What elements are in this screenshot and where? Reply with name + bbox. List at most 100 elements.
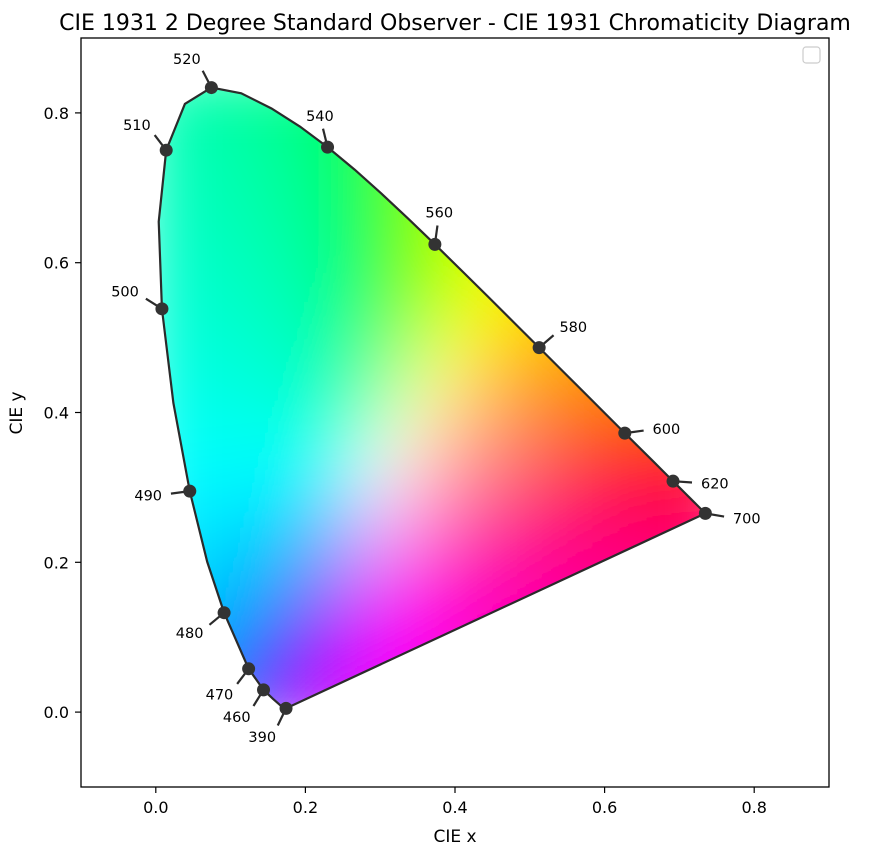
color-cell: [141, 413, 157, 429]
color-cell: [604, 682, 621, 698]
color-cell: [529, 367, 546, 384]
color-cell: [709, 233, 725, 249]
color-cell: [215, 472, 232, 489]
color-cell: [158, 682, 172, 698]
color-cell: [619, 87, 636, 99]
color-cell: [215, 382, 232, 399]
color-cell: [440, 68, 456, 84]
color-cell: [559, 607, 576, 624]
color-cell: [335, 127, 352, 144]
color-cell: [544, 172, 561, 189]
color-cell: [559, 547, 576, 564]
color-cell: [529, 277, 546, 294]
color-cell: [425, 457, 441, 474]
color-cell: [679, 592, 696, 609]
color-cell: [499, 562, 516, 579]
color-cell: [350, 157, 367, 174]
color-cell: [335, 622, 352, 638]
color-cell: [185, 232, 202, 249]
color-cell: [514, 247, 531, 264]
color-cell: [141, 562, 157, 578]
color-cell: [141, 248, 157, 264]
color-cell: [604, 142, 621, 159]
color-cell: [200, 517, 217, 534]
color-cell: [649, 232, 666, 249]
color-cell: [425, 487, 441, 504]
color-cell: [455, 637, 471, 653]
color-cell: [320, 232, 337, 249]
color-cell: [529, 637, 546, 653]
color-cell: [499, 532, 516, 549]
color-cell: [425, 532, 441, 549]
color-cell: [170, 682, 187, 698]
color-cell: [544, 562, 561, 579]
color-cell: [589, 112, 606, 129]
color-cell: [589, 427, 606, 444]
color-cell: [425, 262, 441, 279]
color-cell: [410, 367, 426, 384]
color-cell: [158, 187, 172, 204]
color-cell: [158, 87, 172, 99]
color-cell: [499, 292, 516, 309]
color-cell: [724, 562, 740, 578]
color-cell: [200, 97, 217, 114]
color-cell: [200, 367, 217, 384]
color-cell: [350, 592, 367, 609]
color-cell: [425, 382, 441, 399]
color-cell: [469, 337, 486, 354]
color-cell: [514, 547, 531, 564]
color-cell: [395, 622, 411, 638]
color-cell: [410, 562, 426, 579]
color-cell: [664, 457, 681, 474]
wavelength-label-600: 600: [653, 422, 681, 438]
color-cell: [649, 367, 666, 384]
color-cell: [634, 97, 651, 114]
color-cell: [335, 337, 352, 354]
legend-box[interactable]: [802, 46, 821, 64]
color-cell: [529, 232, 546, 249]
color-cell: [185, 562, 202, 579]
color-cell: [380, 112, 396, 129]
color-cell: [514, 517, 531, 534]
color-cell: [559, 247, 576, 264]
color-cell: [320, 277, 337, 294]
color-cell: [215, 142, 232, 159]
color-cell: [529, 87, 546, 99]
color-cell: [634, 217, 651, 234]
color-cell: [425, 352, 441, 369]
color-cell: [170, 217, 187, 234]
color-cell: [335, 352, 352, 369]
color-cell: [395, 592, 411, 609]
color-cell: [709, 637, 725, 653]
color-cell: [470, 68, 486, 84]
color-cell: [649, 322, 666, 339]
color-cell: [559, 202, 576, 219]
color-cell: [320, 442, 337, 459]
color-cell: [185, 277, 202, 294]
color-cell: [709, 353, 725, 369]
color-cell: [664, 577, 681, 594]
color-cell: [141, 68, 157, 84]
color-cell: [305, 307, 322, 324]
color-cell: [350, 202, 367, 219]
color-cell: [290, 577, 307, 594]
color-cell: [320, 457, 337, 474]
color-cell: [679, 532, 696, 549]
color-cell: [245, 547, 262, 564]
color-cell: [589, 517, 606, 534]
color-cell: [215, 337, 232, 354]
color-cell: [574, 682, 591, 698]
color-cell: [410, 682, 426, 698]
color-cell: [185, 577, 202, 594]
color-cell: [604, 487, 621, 504]
color-cell: [589, 442, 606, 459]
color-cell: [425, 322, 441, 339]
color-cell: [469, 697, 486, 709]
color-cell: [158, 532, 172, 549]
color-cell: [320, 592, 337, 609]
color-cell: [141, 83, 157, 99]
color-cell: [170, 172, 187, 189]
color-cell: [380, 592, 396, 609]
wavelength-label-620: 620: [701, 476, 729, 492]
color-cell: [724, 188, 740, 204]
